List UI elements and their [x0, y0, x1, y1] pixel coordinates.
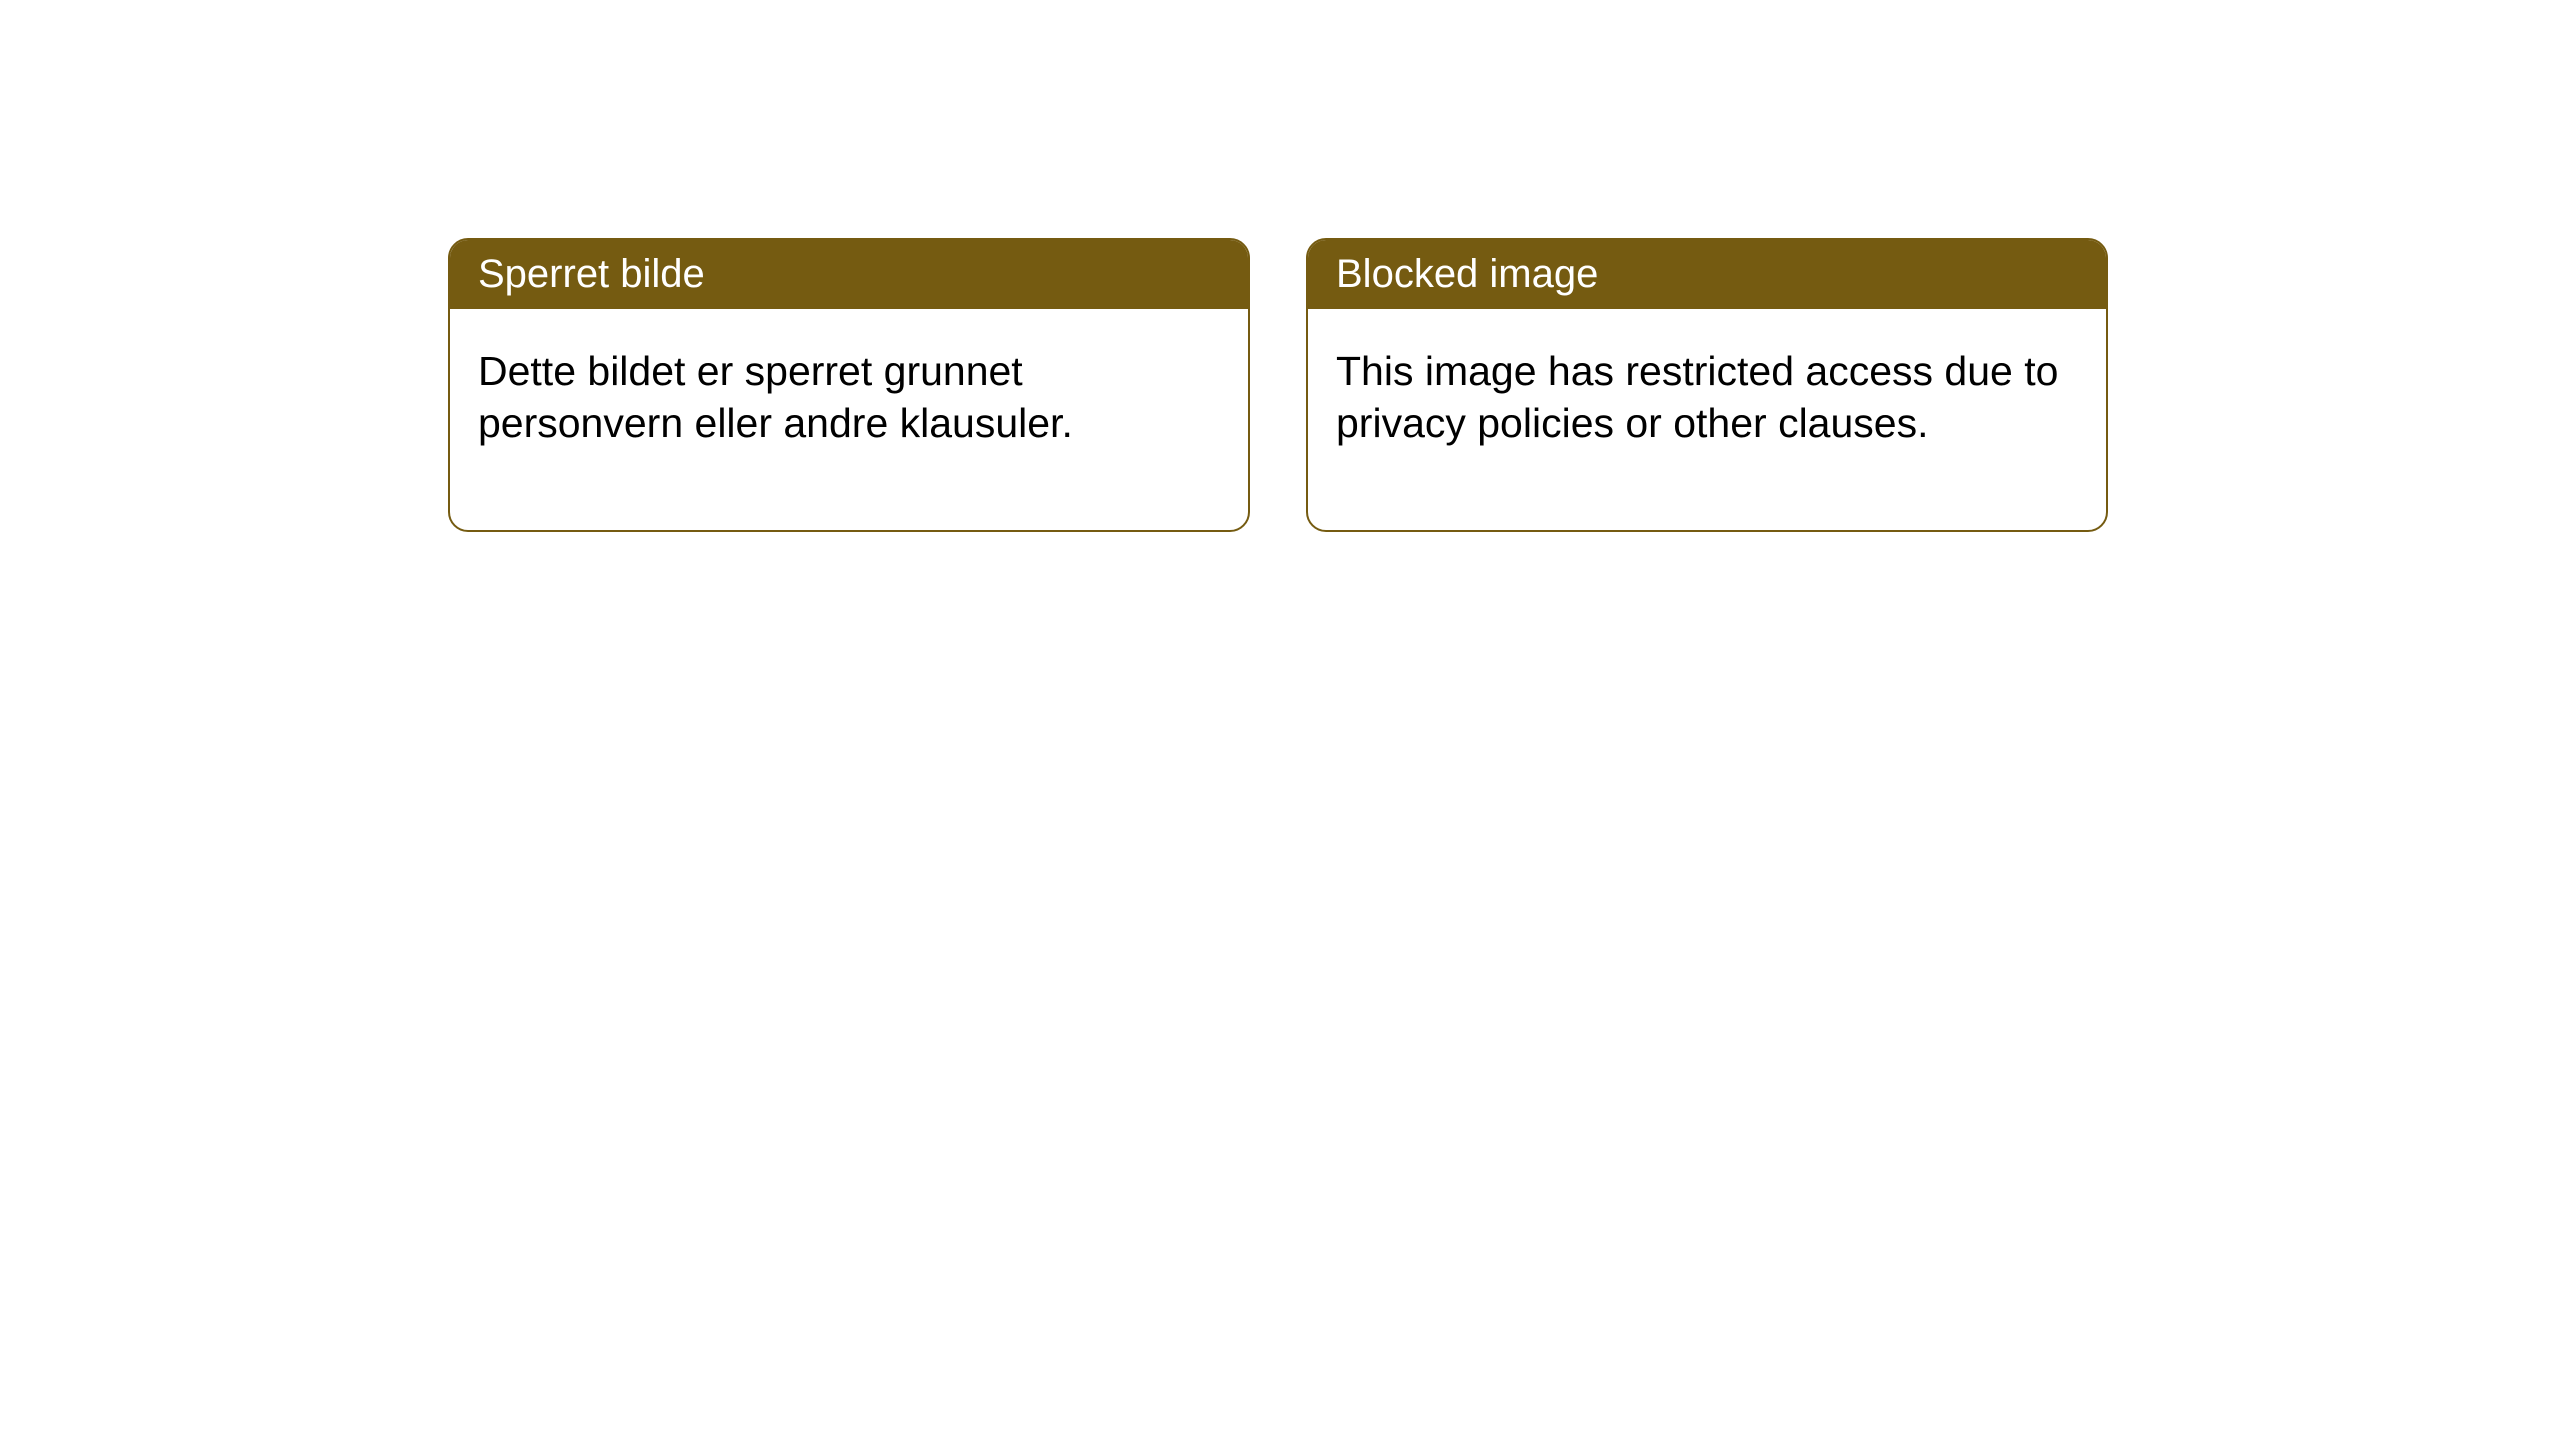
notice-card-no: Sperret bilde Dette bildet er sperret gr…: [448, 238, 1250, 532]
card-body-text: This image has restricted access due to …: [1336, 348, 2058, 446]
card-header-no: Sperret bilde: [450, 240, 1248, 309]
card-body-no: Dette bildet er sperret grunnet personve…: [450, 309, 1248, 530]
notice-card-en: Blocked image This image has restricted …: [1306, 238, 2108, 532]
card-body-text: Dette bildet er sperret grunnet personve…: [478, 348, 1073, 446]
card-header-en: Blocked image: [1308, 240, 2106, 309]
card-header-text: Sperret bilde: [478, 252, 705, 296]
card-header-text: Blocked image: [1336, 252, 1598, 296]
notice-container: Sperret bilde Dette bildet er sperret gr…: [448, 238, 2108, 532]
card-body-en: This image has restricted access due to …: [1308, 309, 2106, 530]
